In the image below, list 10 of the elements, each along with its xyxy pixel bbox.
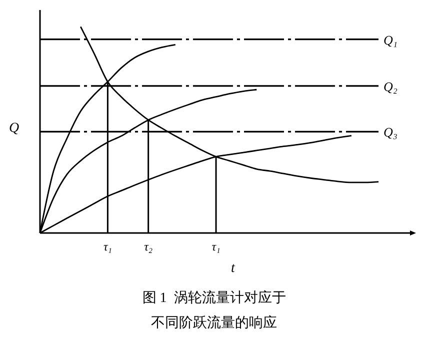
x-axis-title: t — [231, 261, 236, 276]
series-label: Q₂ — [384, 78, 398, 94]
x-tick-label: τ₁ — [212, 240, 220, 254]
x-tick-label: τ₁ — [103, 240, 112, 254]
y-axis-title: Q — [8, 121, 20, 136]
caption: 图 1 涡轮流量计对应于 — [142, 290, 286, 306]
x-tick-label: τ₂ — [144, 240, 153, 254]
series-label: Q₁ — [384, 32, 398, 48]
series-label: Q₃ — [384, 124, 398, 140]
text: 不同阶跃流量的响应 — [151, 315, 277, 331]
